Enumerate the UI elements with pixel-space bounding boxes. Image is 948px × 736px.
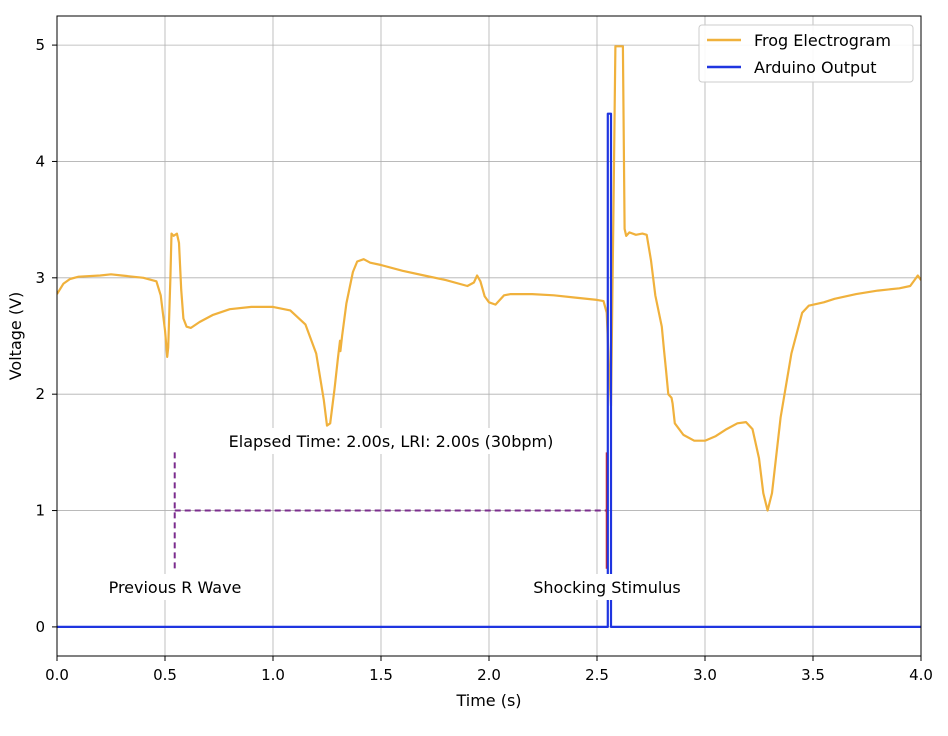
y-axis-title: Voltage (V) [6, 292, 25, 381]
y-axis: 0 1 2 3 4 5 [35, 36, 57, 636]
x-tick-label: 0.0 [45, 666, 69, 684]
x-tick-label: 1.0 [261, 666, 285, 684]
elapsed-label-bg [208, 428, 572, 454]
y-tick-label: 0 [35, 618, 45, 636]
x-tick-label: 2.0 [477, 666, 501, 684]
x-tick-label: 0.5 [153, 666, 177, 684]
series-line-frog-electrogram [57, 45, 921, 512]
series-line-arduino-output [57, 112, 921, 628]
x-tick-label: 1.5 [369, 666, 393, 684]
y-tick-label: 2 [35, 385, 45, 403]
x-tick-label: 4.0 [909, 666, 933, 684]
x-axis-title: Time (s) [455, 691, 521, 710]
legend: Frog Electrogram Arduino Output [698, 24, 914, 83]
x-axis: 0.0 0.5 1.0 1.5 2.0 2.5 3.0 3.5 4.0 [45, 656, 933, 684]
shocking-stimulus-label: Shocking Stimulus [533, 578, 681, 597]
series-layer [57, 45, 921, 628]
grid-lines [56, 16, 922, 656]
x-tick-label: 3.0 [693, 666, 717, 684]
previous-r-label-bg [98, 574, 252, 600]
annotation-labels: Elapsed Time: 2.00s, LRI: 2.00s (30bpm) … [98, 428, 694, 600]
y-tick-label: 3 [35, 269, 45, 287]
legend-box [698, 24, 914, 83]
shock-label-bg [522, 574, 694, 600]
legend-label-arduino-output: Arduino Output [754, 58, 877, 77]
x-tick-label: 3.5 [801, 666, 825, 684]
y-tick-label: 4 [35, 152, 45, 170]
x-tick-label: 2.5 [585, 666, 609, 684]
legend-label-frog-electrogram: Frog Electrogram [754, 31, 891, 50]
elapsed-time-label: Elapsed Time: 2.00s, LRI: 2.00s (30bpm) [229, 432, 554, 451]
y-tick-label: 1 [35, 502, 45, 520]
previous-r-wave-label: Previous R Wave [109, 578, 242, 597]
plot-area [57, 45, 921, 628]
y-tick-label: 5 [35, 36, 45, 54]
